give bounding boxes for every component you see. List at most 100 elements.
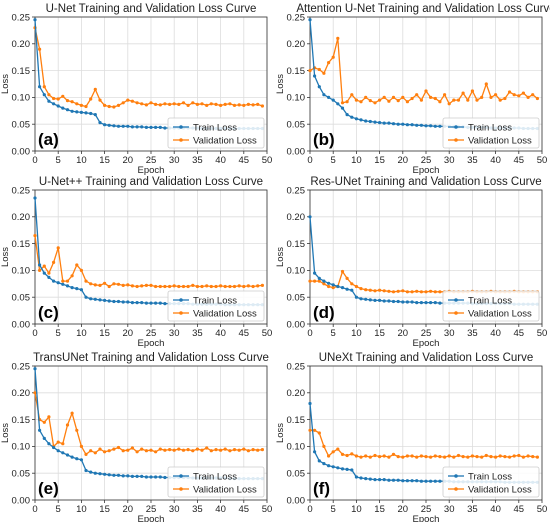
legend-swatch-marker [179,125,183,129]
y-tick-label: 0.20 [12,212,31,223]
data-point [65,99,70,103]
legend: Train Loss Validation Loss [167,290,265,322]
data-point [507,90,512,94]
data-point [350,452,354,456]
data-point [521,455,526,459]
data-point [200,448,204,452]
data-point [130,474,134,478]
data-point [116,299,121,304]
x-tick-label: 40 [215,328,226,339]
x-tick-label: 50 [537,328,548,339]
data-point [98,283,102,287]
legend-swatch-marker [454,311,458,315]
data-point [75,457,79,461]
data-point [447,102,451,106]
legend: Train Loss Validation Loss [442,117,540,149]
data-point [331,450,335,454]
data-point [396,99,400,103]
data-point [38,428,42,432]
data-point [232,448,237,452]
data-point [75,428,79,432]
data-point [75,263,79,267]
data-point [56,104,60,108]
data-point [308,428,312,432]
data-point [480,95,484,99]
data-point [130,301,134,305]
data-point [61,451,65,455]
y-tick-label: 0.10 [12,93,31,104]
data-point [70,411,74,415]
chart-title: U-Net++ Training and Validation Loss Cur… [39,176,263,188]
data-point [340,101,345,105]
data-point [144,125,148,129]
panel-label: (c) [38,303,59,322]
data-point [419,98,423,102]
data-point [98,121,102,125]
data-point [429,455,433,459]
data-point [154,125,158,129]
y-axis-label: Loss [0,74,11,94]
data-point [327,95,331,99]
data-point [373,101,377,105]
x-tick-label: 25 [421,504,432,515]
data-point [56,97,60,101]
data-point [368,477,372,481]
x-tick-label: 50 [537,504,548,515]
legend-entry: Validation Loss [468,484,532,495]
data-point [443,93,447,97]
data-point [345,113,349,117]
data-point [494,93,498,97]
data-point [364,95,368,99]
data-point [517,94,521,98]
data-point [103,281,107,285]
chart-panel-1: 0 5 10 15 20 25 30 35 40 45 50 0.00 0.05 0.10 0.15 0.20… [0,3,272,176]
data-point [130,284,134,288]
x-tick-label: 20 [398,328,409,339]
data-point [112,282,116,286]
data-point [52,260,56,264]
x-tick-label: 30 [169,328,180,339]
y-tick-label: 0.15 [12,239,31,250]
x-tick-label: 0 [32,155,37,166]
data-point [191,449,195,453]
x-tick-label: 15 [374,328,385,339]
data-point [526,454,530,458]
data-point [507,455,512,459]
data-point [401,300,405,304]
data-point [308,279,312,283]
data-point [38,268,42,272]
data-point [103,103,107,107]
x-tick-label: 0 [307,328,312,339]
data-point [317,431,321,435]
data-point [228,284,232,289]
data-point [158,125,162,129]
data-point [126,474,130,478]
data-point [517,453,521,458]
data-point [52,445,56,450]
data-point [47,99,51,103]
data-point [438,290,442,294]
data-point [336,102,340,106]
x-tick-label: 30 [444,504,455,515]
data-point [327,284,331,289]
data-point [116,103,121,107]
y-axis-label: Loss [275,74,286,94]
data-point [168,284,172,289]
y-tick-label: 0.25 [287,185,306,196]
data-point [168,102,172,106]
data-point [89,111,93,116]
y-tick-label: 0.20 [287,39,306,50]
y-tick-label: 0.15 [12,66,31,77]
x-axis-label: Epoch [413,338,440,349]
data-point [98,298,102,302]
data-point [340,106,345,110]
data-point [424,455,428,459]
data-point [149,475,153,479]
data-point [470,89,474,93]
data-point [429,301,433,305]
data-point [340,452,345,456]
data-point [382,299,386,303]
legend-box [167,290,265,322]
y-axis-label: Loss [0,423,11,443]
